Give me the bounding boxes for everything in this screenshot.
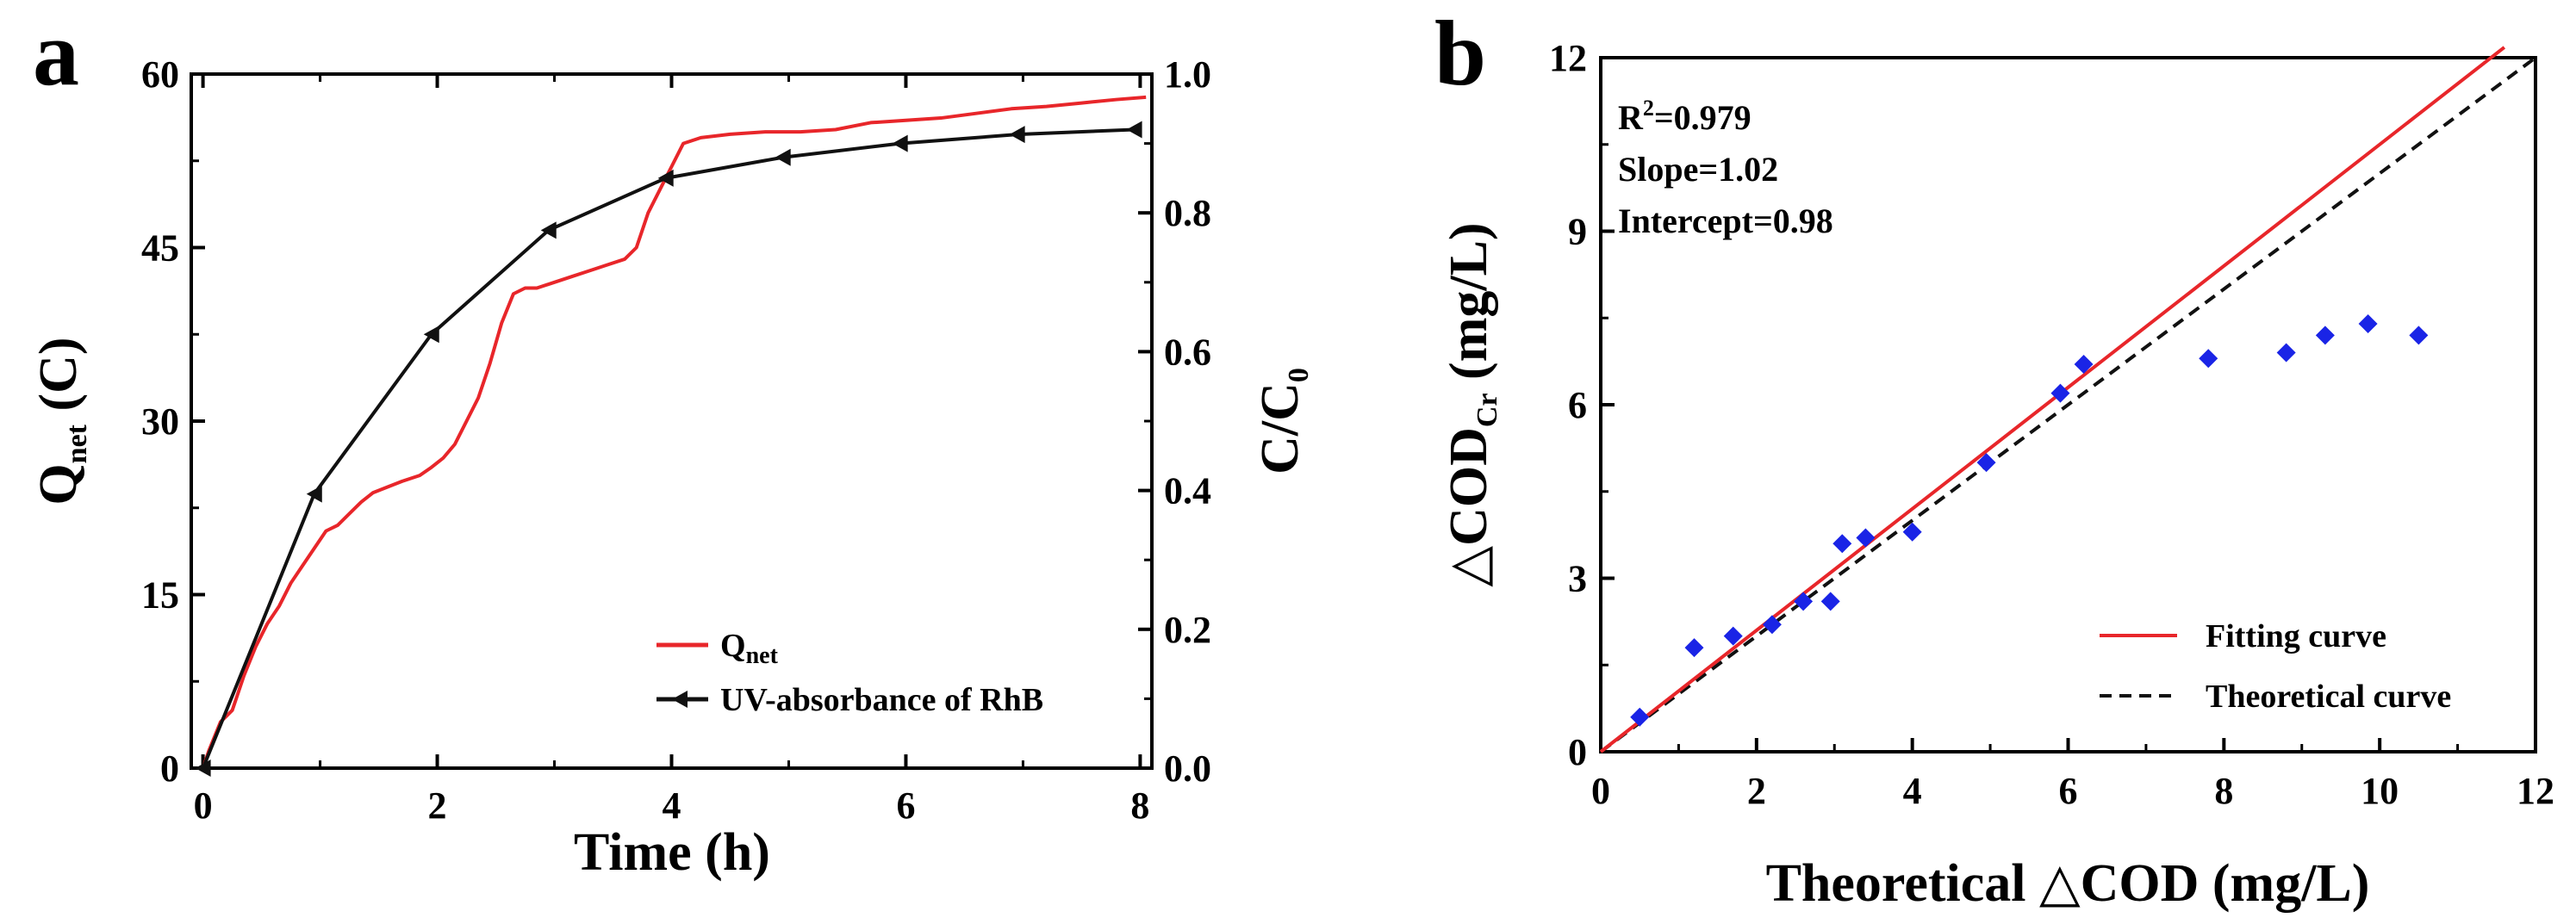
y-tick-label: 0 xyxy=(160,747,179,790)
legend-uv-marker xyxy=(672,691,688,708)
fitting-curve xyxy=(1599,46,2506,753)
x-tick-label: 8 xyxy=(1130,784,1149,827)
y-tick-label: 45 xyxy=(141,227,179,270)
chart-a-legend: Qnet UV-absorbance of RhB xyxy=(656,628,1043,718)
uv-point xyxy=(775,148,791,166)
y2-tick-label: 0.4 xyxy=(1164,470,1211,512)
legend-fitting-label: Fitting curve xyxy=(2206,618,2386,654)
y-tick-label: 0 xyxy=(1568,731,1587,773)
chart-b-series xyxy=(1599,46,2537,753)
qnet-line xyxy=(201,95,1147,769)
x-tick-label: 8 xyxy=(2214,770,2233,812)
x-tick-label: 4 xyxy=(1903,770,1922,812)
y-tick-label: 15 xyxy=(141,574,179,617)
scatter-point xyxy=(1723,626,1743,646)
y-tick-label: 30 xyxy=(141,400,179,443)
uv-point xyxy=(423,326,439,344)
y-tick-label: 9 xyxy=(1568,211,1587,253)
scatter-point xyxy=(2276,343,2296,363)
y-tick-label: 12 xyxy=(1549,37,1587,79)
scatter-point xyxy=(1832,534,1852,554)
x-tick-label: 12 xyxy=(2517,770,2554,812)
scatter-point xyxy=(1684,638,1704,658)
uv-point xyxy=(1009,126,1025,144)
chart-b-stats: R2=0.979 Slope=1.02 Intercept=0.98 xyxy=(1618,96,1833,240)
x-tick-label: 10 xyxy=(2361,770,2399,812)
chart-a-series xyxy=(195,95,1147,777)
scatter-point xyxy=(2050,383,2070,403)
legend-theoretical-label: Theoretical curve xyxy=(2206,679,2451,715)
y2-tick-label: 1.0 xyxy=(1164,53,1211,96)
theoretical-curve xyxy=(1599,56,2537,753)
chart-a-ticks xyxy=(191,72,1152,770)
x-tick-label: 6 xyxy=(896,784,915,827)
scatter-point xyxy=(2315,326,2335,345)
scatter-point xyxy=(1856,528,1876,548)
uv-line xyxy=(201,127,1135,769)
panel-b-label: b xyxy=(1434,3,1486,105)
scatter-point xyxy=(1820,592,1840,611)
intercept-text: Intercept=0.98 xyxy=(1618,202,1833,240)
x-tick-label: 0 xyxy=(1591,770,1610,812)
y2-tick-label: 0.2 xyxy=(1164,609,1211,651)
chart-a: 0 2 4 6 8 0 15 30 45 60 0.0 0.2 0.4 0.6 0.8 1.0 Time (h… xyxy=(29,53,1315,882)
x-tick-label: 6 xyxy=(2059,770,2078,812)
y2-tick-label: 0.0 xyxy=(1164,747,1211,790)
scatter-point xyxy=(1976,453,1996,473)
y-tick-label: 6 xyxy=(1568,384,1587,426)
chart-b-legend: Fitting curve Theoretical curve xyxy=(2100,618,2451,715)
uv-point xyxy=(657,169,674,187)
chart-a-ylabel: Qnet (C) xyxy=(29,337,93,505)
uv-point xyxy=(195,760,211,777)
uv-point xyxy=(1126,121,1142,139)
chart-a-xlabel: Time (h) xyxy=(574,823,770,882)
r-squared-text: R2=0.979 xyxy=(1618,96,1752,137)
slope-text: Slope=1.02 xyxy=(1618,150,1778,189)
scatter-point xyxy=(1762,615,1782,635)
scatter-point xyxy=(2409,326,2429,345)
uv-point xyxy=(306,485,322,503)
x-tick-label: 0 xyxy=(194,784,213,827)
scatter-point xyxy=(2199,349,2218,369)
uv-point xyxy=(540,221,557,239)
scatter-point xyxy=(1630,707,1650,727)
chart-a-tick-labels: 0 2 4 6 8 0 15 30 45 60 0.0 0.2 0.4 0.6 0.8 1.0 xyxy=(141,53,1211,827)
panel-a-label: a xyxy=(33,3,79,105)
x-tick-label: 2 xyxy=(1747,770,1766,812)
y2-tick-label: 0.8 xyxy=(1164,192,1211,234)
chart-b-ticks xyxy=(1599,56,2537,753)
chart-b-xlabel: Theoretical △COD (mg/L) xyxy=(1766,854,2370,913)
y2-tick-label: 0.6 xyxy=(1164,331,1211,373)
chart-b-tick-labels: 0 2 4 6 8 10 12 0 3 6 9 12 xyxy=(1549,37,2554,812)
legend-qnet-label: Qnet xyxy=(720,628,779,669)
y-tick-label: 60 xyxy=(141,53,179,96)
scatter-point xyxy=(1794,592,1814,611)
legend-uv-label: UV-absorbance of RhB xyxy=(720,682,1043,718)
chart-a-y2label: C/C0 xyxy=(1251,368,1315,474)
x-tick-label: 4 xyxy=(663,784,681,827)
scatter-point xyxy=(1902,522,1922,542)
y-tick-label: 3 xyxy=(1568,558,1587,600)
scatter-point xyxy=(2074,354,2094,374)
scatter-point xyxy=(2358,313,2378,333)
uv-point xyxy=(892,134,908,152)
chart-b-ylabel: △CODCr (mg/L) xyxy=(1440,222,1503,586)
x-tick-label: 2 xyxy=(428,784,447,827)
